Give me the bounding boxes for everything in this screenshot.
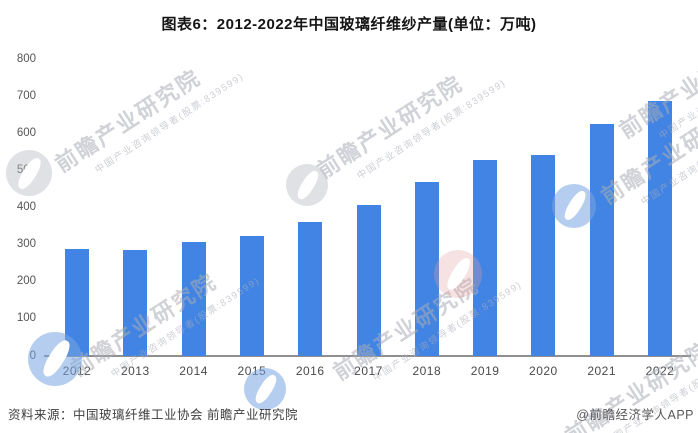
bar-2020 (531, 155, 556, 356)
y-axis-tick-500: 500 (16, 163, 36, 176)
bar-2014 (181, 242, 206, 356)
x-axis-label-2014: 2014 (179, 364, 208, 378)
x-axis-label-2021: 2021 (587, 364, 617, 378)
y-axis-tick-700: 700 (16, 89, 36, 102)
x-axis-label-2016: 2016 (295, 364, 325, 378)
logo-swoosh (560, 188, 589, 224)
credit-note: @前瞻经济学人APP (576, 408, 694, 422)
qianzhan-globe-logo-icon (286, 164, 328, 206)
logo-swoosh (443, 254, 475, 294)
bar-2017 (356, 205, 381, 356)
watermark-text: 前瞻产业研究院中国产业咨询领导者(股票:839599) (48, 40, 246, 192)
y-axis-tick-600: 600 (16, 126, 36, 139)
x-axis-label-2019: 2019 (470, 364, 500, 378)
logo-swoosh (294, 168, 322, 202)
bar-2013 (123, 250, 148, 356)
y-axis-tick-0: 0 (29, 349, 36, 362)
y-axis-tick-100: 100 (16, 312, 36, 325)
y-axis-tick-400: 400 (16, 201, 36, 213)
x-axis-label-2017: 2017 (354, 364, 383, 378)
bar-2021 (589, 124, 614, 356)
bar-2015 (239, 236, 264, 356)
x-axis-label-2013: 2013 (120, 364, 150, 378)
y-axis-tick-300: 300 (16, 238, 36, 251)
bar-2016 (298, 222, 323, 356)
x-axis-label-2018: 2018 (412, 364, 442, 378)
y-axis-tick-800: 800 (16, 52, 36, 65)
bar-2022 (648, 101, 672, 356)
bar-2012 (65, 249, 89, 356)
chart-title: 图表6：2012-2022年中国玻璃纤维纱产量(单位：万吨) (161, 16, 537, 33)
bar-2018 (414, 182, 439, 356)
x-axis-label-2012: 2012 (62, 364, 92, 378)
watermark-main-text: 前瞻产业研究院 (312, 70, 468, 184)
x-axis-label-2022: 2022 (645, 364, 675, 378)
watermark-sub-text: 中国产业咨询领导者(股票:839599) (93, 71, 247, 176)
watermark-main-text: 前瞻产业研究院 (66, 268, 222, 382)
y-axis-tick-200: 200 (16, 275, 36, 288)
data-source-note: 资料来源：中国玻璃纤维工业协会 前瞻产业研究院 (8, 408, 298, 422)
watermark-main-text: 前瞻产业研究院 (50, 64, 206, 178)
x-axis-label-2015: 2015 (237, 364, 267, 378)
bar-2019 (473, 160, 498, 356)
x-axis-label-2020: 2020 (529, 364, 558, 378)
